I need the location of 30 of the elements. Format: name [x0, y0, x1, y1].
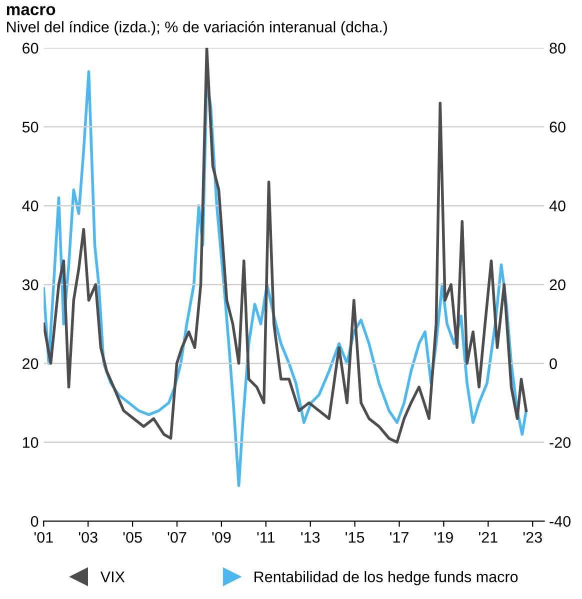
x-tick-label: '01 — [34, 532, 53, 543]
y2-tick-label: -20 — [550, 437, 571, 448]
chart-title: macro — [6, 6, 56, 16]
x-tick-label: '11 — [257, 532, 275, 543]
x-tick-label: '23 — [523, 532, 542, 543]
y2-tick-label: 80 — [550, 42, 566, 54]
y2-tick-label: 0 — [550, 358, 557, 370]
x-tick-label: '19 — [434, 532, 453, 543]
legend-label: VIX — [100, 572, 125, 582]
x-tick-label: '21 — [478, 532, 498, 543]
y-tick-label: 40 — [22, 200, 38, 212]
x-tick-label: '17 — [390, 532, 408, 543]
y-tick-label: 0 — [30, 516, 38, 527]
x-tick-label: '13 — [301, 532, 320, 543]
y-tick-label: 10 — [22, 437, 38, 448]
y2-tick-label: 60 — [550, 122, 566, 132]
x-tick-label: '15 — [346, 532, 364, 543]
chart-subtitle: Nivel del índice (izda.); % de variación interanual (dcha.) — [7, 20, 388, 36]
x-tick-label: '03 — [78, 532, 98, 543]
x-tick-label: '05 — [123, 532, 142, 543]
y-tick-label: 50 — [22, 122, 38, 132]
x-tick-label: '07 — [168, 532, 186, 543]
x-tick-label: '09 — [212, 532, 231, 543]
y-tick-label: 20 — [22, 358, 38, 370]
y2-tick-label: 40 — [549, 200, 566, 212]
y2-tick-label: -40 — [550, 516, 571, 527]
y-tick-label: 30 — [22, 279, 38, 290]
y2-tick-label: 20 — [550, 279, 566, 290]
y-tick-label: 60 — [22, 42, 38, 54]
legend-label: Rentabilidad de los hedge funds macro — [254, 571, 518, 586]
